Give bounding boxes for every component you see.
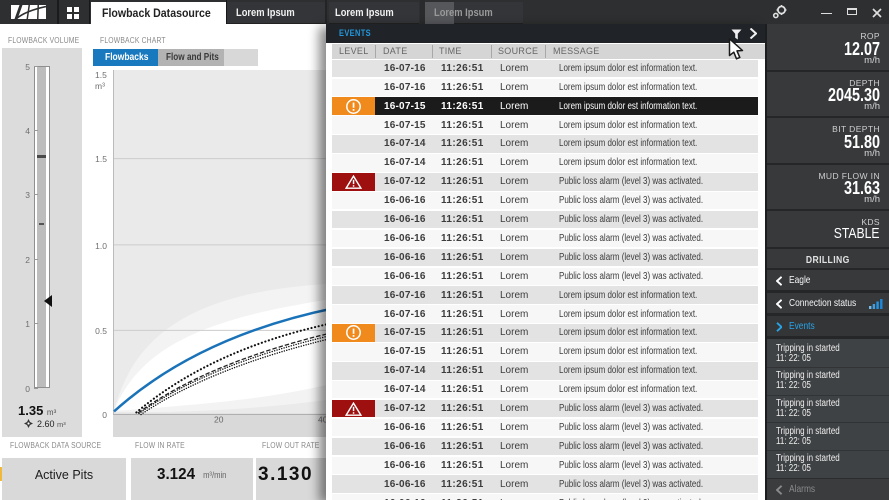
svg-text:20: 20 <box>214 415 224 425</box>
svg-text:40: 40 <box>318 415 328 425</box>
